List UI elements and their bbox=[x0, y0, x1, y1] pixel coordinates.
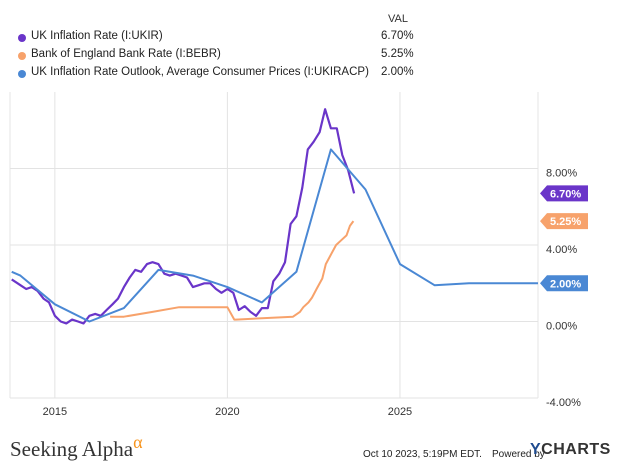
series-line-0 bbox=[11, 108, 356, 325]
series-line-1 bbox=[110, 220, 355, 321]
legend-entry-bebr[interactable]: Bank of England Bank Rate (I:BEBR) 5.25% bbox=[0, 48, 635, 64]
end-label-text: 6.70% bbox=[550, 188, 581, 200]
series-dot-icon bbox=[18, 70, 26, 78]
end-label-text: 2.00% bbox=[550, 278, 581, 290]
legend-entry-ukir[interactable]: UK Inflation Rate (I:UKIR) 6.70% bbox=[0, 30, 635, 46]
ycharts-wordmark: CHARTS bbox=[541, 441, 611, 458]
legend-entry-name: UK Inflation Rate (I:UKIR) bbox=[31, 30, 163, 42]
y-tick-label: 0.00% bbox=[546, 321, 577, 333]
chart-grid bbox=[9, 92, 539, 399]
legend-header: VAL bbox=[388, 13, 408, 25]
series-line-2 bbox=[11, 148, 538, 323]
legend-entry-name: Bank of England Bank Rate (I:BEBR) bbox=[31, 48, 221, 60]
seeking-alpha-logo[interactable]: Seeking Alphaα bbox=[10, 432, 143, 462]
legend-entry-value: 2.00% bbox=[381, 66, 414, 78]
end-label-text: 5.25% bbox=[550, 216, 581, 228]
legend-entry-name: UK Inflation Rate Outlook, Average Consu… bbox=[31, 66, 369, 78]
legend-entry-value: 5.25% bbox=[381, 48, 414, 60]
x-axis: 2015 2020 2025 bbox=[43, 406, 413, 418]
y-tick-label: 8.00% bbox=[546, 168, 577, 180]
y-tick-label: 4.00% bbox=[546, 244, 577, 256]
end-label-tag bbox=[540, 213, 588, 230]
end-label-2: 2.00% bbox=[540, 275, 588, 292]
end-label-0: 6.70% bbox=[540, 185, 588, 202]
end-label-tag bbox=[540, 185, 588, 202]
end-label-tag bbox=[540, 275, 588, 292]
alpha-icon: α bbox=[133, 432, 143, 452]
y-axis: 8.00% 4.00% 0.00% -4.00% bbox=[546, 168, 581, 410]
x-tick-label: 2020 bbox=[215, 406, 239, 418]
x-tick-label: 2025 bbox=[388, 406, 412, 418]
series-dot-icon bbox=[18, 52, 26, 60]
end-label-1: 5.25% bbox=[540, 213, 588, 230]
legend-entry-value: 6.70% bbox=[381, 30, 414, 42]
seeking-alpha-wordmark: Seeking Alpha bbox=[10, 437, 134, 461]
end-labels: 6.70% 5.25% 2.00% bbox=[540, 185, 588, 292]
x-tick-label: 2015 bbox=[43, 406, 67, 418]
series-dot-icon bbox=[18, 34, 26, 42]
legend-entry-ukiracp[interactable]: UK Inflation Rate Outlook, Average Consu… bbox=[0, 66, 635, 82]
chart-timestamp: Oct 10 2023, 5:19PM EDT. bbox=[363, 449, 482, 460]
ycharts-y-icon: Y bbox=[530, 441, 542, 458]
chart-series bbox=[11, 108, 538, 325]
y-tick-label: -4.00% bbox=[546, 397, 581, 409]
ycharts-logo[interactable]: YCHARTS bbox=[530, 441, 611, 459]
powered-by-label: Powered by bbox=[492, 449, 545, 460]
